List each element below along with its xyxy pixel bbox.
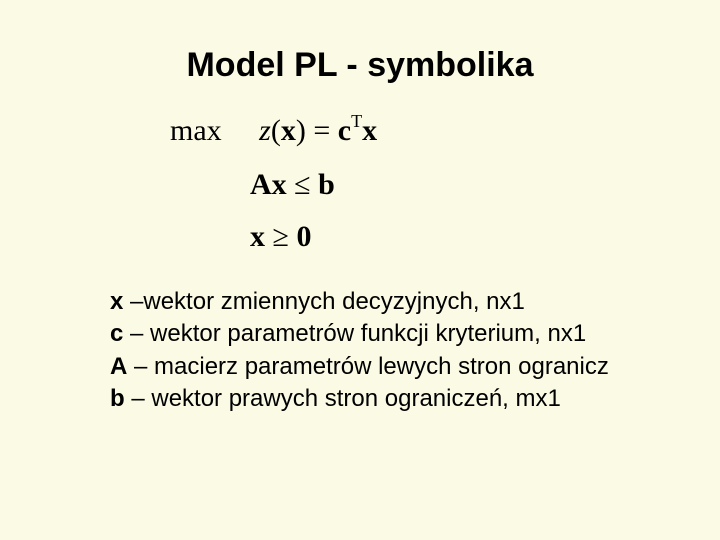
def-b-sym: b (110, 385, 125, 412)
def-A-sym: A (110, 353, 127, 380)
def-A: A – macierz parametrów lewych stron ogra… (110, 351, 720, 383)
paren-close: ) (296, 114, 306, 147)
def-c-sym: c (110, 320, 123, 347)
x-arg: x (281, 114, 296, 147)
z-letter: z (259, 114, 271, 147)
le-op: ≤ (287, 168, 318, 201)
math-block: max z(x) = cTx Ax ≤ b x ≥ 0 (130, 113, 590, 254)
def-A-text: – macierz parametrów lewych stron ograni… (127, 353, 609, 380)
def-b: b – wektor prawych stron ograniczeń, mx1 (110, 383, 720, 415)
paren-open: ( (271, 114, 281, 147)
zero-vec: 0 (296, 220, 311, 253)
x-vec-nn: x (250, 220, 265, 253)
def-x: x –wektor zmiennych decyzyjnych, nx1 (110, 286, 720, 318)
def-x-sym: x (110, 288, 123, 315)
b-vec: b (318, 168, 335, 201)
def-b-text: – wektor prawych stron ograniczeń, mx1 (125, 385, 561, 412)
x-vec-obj: x (362, 114, 377, 147)
def-c: c – wektor parametrów funkcji kryterium,… (110, 318, 720, 350)
A-mat: A (250, 168, 272, 201)
transpose-sup: T (351, 111, 362, 131)
nonneg-line: x ≥ 0 (130, 220, 590, 254)
objective-line: max z(x) = cTx (130, 113, 590, 148)
definitions-block: x –wektor zmiennych decyzyjnych, nx1 c –… (110, 286, 720, 416)
x-vec-con: x (272, 168, 287, 201)
def-x-text: –wektor zmiennych decyzyjnych, nx1 (123, 288, 525, 315)
max-operator: max (170, 114, 222, 147)
def-c-text: – wektor parametrów funkcji kryterium, n… (123, 320, 586, 347)
equals: = (306, 114, 338, 147)
slide-title: Model PL - symbolika (0, 46, 720, 85)
c-vec: c (338, 114, 351, 147)
ge-op: ≥ (265, 220, 296, 253)
constraint-line: Ax ≤ b (130, 168, 590, 202)
